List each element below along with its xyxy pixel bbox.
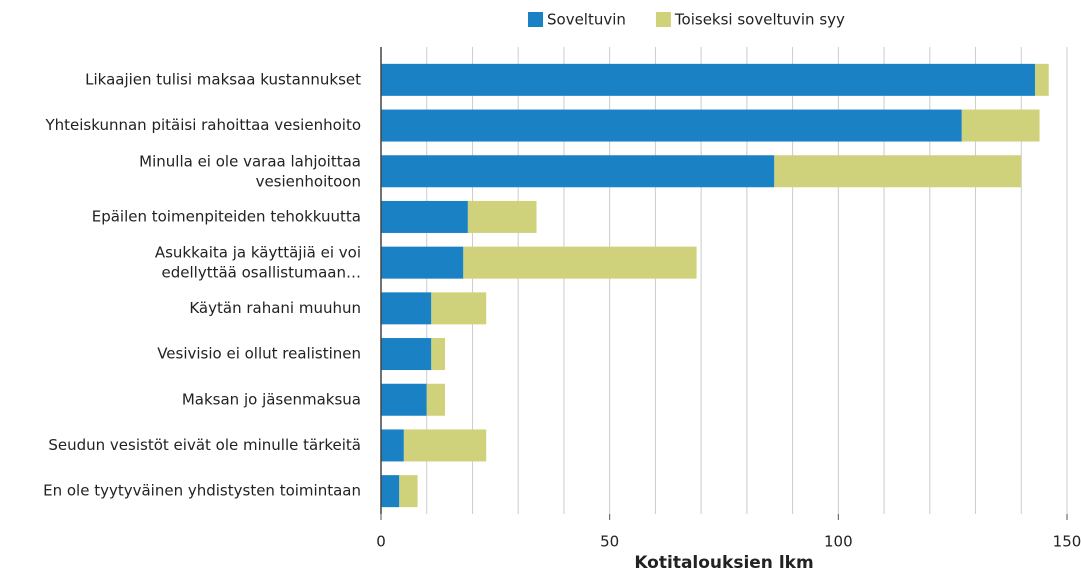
bar-segment <box>1034 63 1049 96</box>
y-tick-label: Minulla ei ole varaa lahjoittaa vesienhoi… <box>139 152 361 190</box>
bar-segment <box>961 109 1040 142</box>
y-tick-label: Likaajien tulisi maksaa kustannukset <box>85 70 361 88</box>
bar-segment <box>381 200 468 233</box>
y-tick-label: Yhteiskunnan pitäisi rahoittaa vesienhoi… <box>44 116 361 134</box>
y-tick-label: Maksan jo jäsenmaksua <box>182 390 361 408</box>
bar-segment <box>463 246 697 279</box>
bar-segment <box>381 292 432 325</box>
bar-segment <box>774 155 1022 188</box>
bar-segment <box>381 246 464 279</box>
bar-segment <box>467 200 537 233</box>
bar-segment <box>381 383 427 416</box>
legend-swatch <box>655 12 671 27</box>
y-tick-label: Käytän rahani muuhun <box>189 299 361 317</box>
legend-label: Toiseksi soveltuvin syy <box>674 11 845 29</box>
legend-swatch <box>528 12 543 27</box>
bar-segment <box>381 63 1035 96</box>
y-tick-label: Vesivisio ei ollut realistinen <box>157 345 361 363</box>
x-tick-label: 50 <box>600 533 619 551</box>
y-tick-label: Seudun vesistöt eivät ole minulle tärkei… <box>48 436 361 454</box>
bar-segment <box>399 475 418 508</box>
bar-segment <box>381 155 775 188</box>
bar-segment <box>431 338 446 371</box>
x-tick-label: 150 <box>1053 533 1081 551</box>
bar-segment <box>431 292 487 325</box>
x-axis-title: Kotitalouksien lkm <box>634 553 813 573</box>
bar-segment <box>381 338 432 371</box>
y-tick-label: En ole tyytyväinen yhdistysten toimintaa… <box>43 482 361 500</box>
bar-segment <box>403 429 487 462</box>
x-tick-label: 100 <box>824 533 853 551</box>
x-tick-label: 0 <box>376 533 386 551</box>
y-tick-label: Epäilen toimenpiteiden tehokkuutta <box>92 207 361 225</box>
bar-segment <box>381 429 404 462</box>
bar-segment <box>381 109 962 142</box>
y-tick-label: Asukkaita ja käyttäjiä ei voi edellyttää … <box>155 243 361 281</box>
bar-segment <box>381 475 400 508</box>
bar-segment <box>426 383 446 416</box>
legend-label: Soveltuvin <box>547 11 626 29</box>
